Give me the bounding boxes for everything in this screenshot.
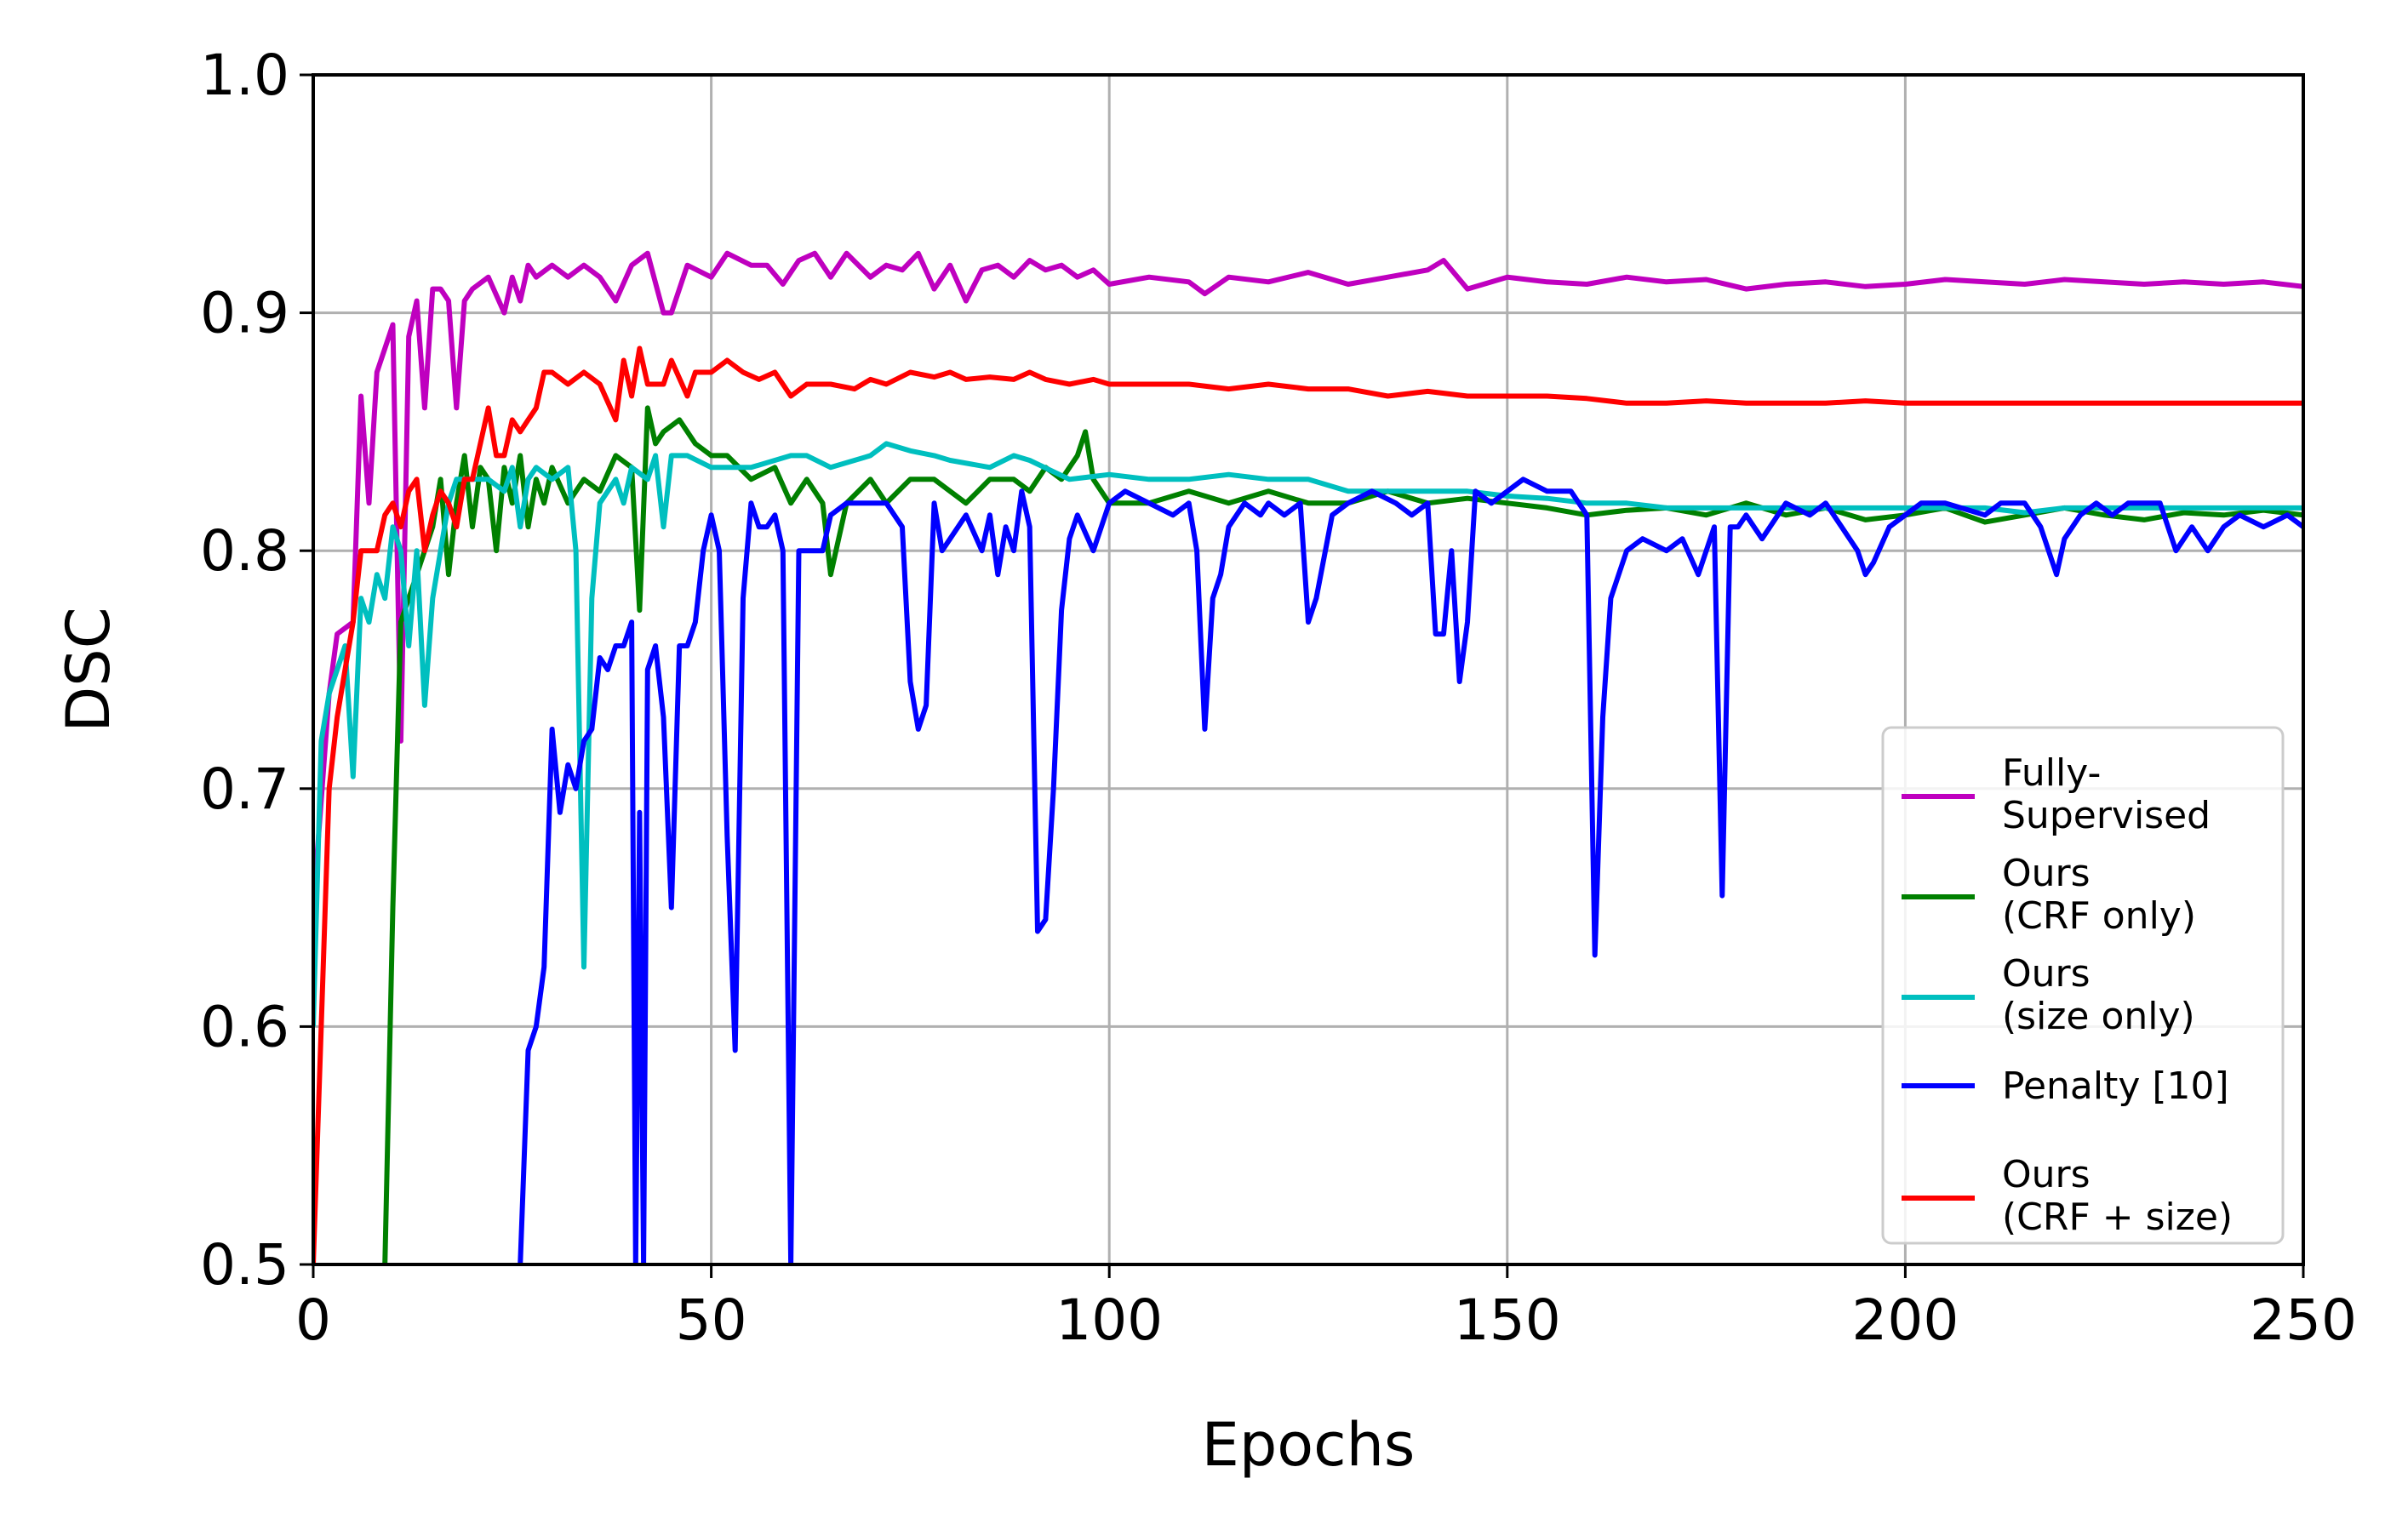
x-tick-label: 250 [2250,1287,2357,1353]
legend-label: Supervised [2002,794,2211,837]
legend-label: Penalty [10] [2002,1065,2229,1108]
legend-label: Ours [2002,852,2091,895]
y-tick-label: 0.7 [200,756,289,822]
x-tick-label: 50 [676,1287,747,1353]
plot-frame [312,73,2305,1266]
x-tick-label: 100 [1055,1287,1163,1353]
series-line-ours-crf-size [313,345,2303,1264]
series-line-ours-size-only [313,441,2303,1027]
x-tick-label: 150 [1454,1287,1561,1353]
axis-ticks: 0 50 100 150 200 250 0.5 0.6 0.7 0.8 0.9 1.0 [200,43,2357,1353]
legend-label: Ours [2002,952,2091,996]
y-tick-label: 0.8 [200,518,289,584]
x-tick-label: 200 [1851,1287,1959,1353]
legend-label: (size only) [2002,995,2195,1038]
legend-box [1881,726,2285,1245]
legend-label: Ours [2002,1153,2091,1196]
legend-label: (CRF + size) [2002,1196,2233,1239]
y-tick-label: 0.6 [200,994,289,1059]
series-line-penalty-10 [518,477,2303,1264]
x-tick-label: 0 [295,1287,331,1353]
series-line-fully-supervised [313,250,2303,908]
x-axis-title: Epochs [1202,1410,1416,1480]
legend-label: (CRF only) [2002,894,2196,938]
series-layer [313,250,2303,1264]
y-tick-label: 0.5 [200,1232,289,1298]
legend-label: Fully- [2002,751,2101,795]
y-tick-label: 1.0 [200,43,289,108]
y-axis-title: DSC [54,607,123,732]
y-tick-label: 0.9 [200,281,289,346]
